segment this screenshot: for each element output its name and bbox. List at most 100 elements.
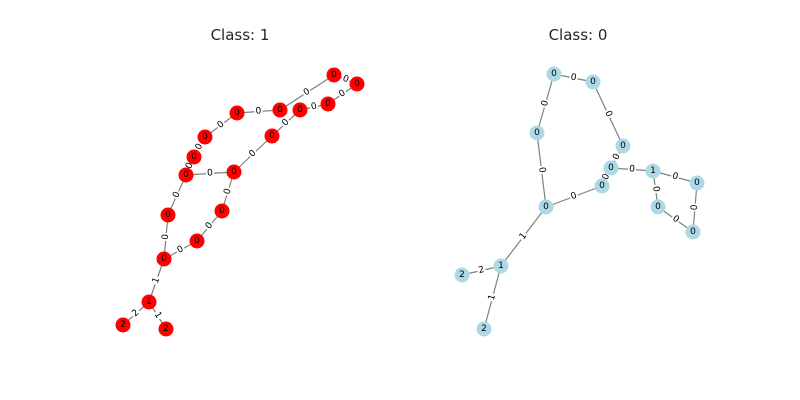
- graph-node: 0: [529, 125, 545, 141]
- edge-label: 0: [205, 167, 215, 180]
- edge-label-background: [170, 189, 184, 201]
- edge-label: 0: [568, 71, 579, 85]
- edge-label-text: 0: [670, 214, 681, 226]
- edge-label-background: [221, 186, 235, 197]
- node-circle: [160, 207, 176, 223]
- node-circle: [186, 149, 202, 165]
- edge-label-background: [192, 140, 207, 154]
- graph-node: 0: [186, 149, 202, 165]
- panel-title: Class: 1: [211, 26, 270, 44]
- node-circle: [529, 125, 545, 141]
- edge-label-text: 0: [629, 164, 636, 174]
- edge-label-text: 0: [602, 109, 614, 119]
- graph-node: 1: [141, 294, 157, 310]
- edge-label: 0: [279, 116, 293, 130]
- edge-label-text: 0: [601, 172, 613, 182]
- edge-label: 0: [160, 232, 172, 242]
- panel-title: Class: 0: [549, 26, 608, 44]
- node-circle: [189, 233, 205, 249]
- node-circle: [264, 128, 280, 144]
- node-label: 0: [599, 181, 605, 191]
- edge-label: 0: [599, 170, 614, 184]
- graph-node: 0: [585, 74, 601, 90]
- edge-label-background: [669, 170, 681, 184]
- edge-label: 0: [669, 212, 682, 227]
- graph-node: 0: [615, 138, 631, 154]
- edge-label-background: [300, 85, 314, 100]
- node-circle: [214, 203, 230, 219]
- node-circle: [115, 317, 131, 333]
- edge-label: 0: [689, 203, 701, 212]
- node-label: 1: [498, 261, 504, 271]
- graph-node: 2: [115, 317, 131, 333]
- node-label: 0: [183, 170, 189, 180]
- edge-label: 0: [300, 85, 314, 100]
- edge-label-background: [183, 160, 197, 172]
- graph-node: 0: [272, 102, 288, 118]
- edge-label: 0: [254, 105, 263, 118]
- graph-node: 0: [178, 167, 194, 183]
- node-circle: [603, 160, 619, 176]
- edge-label-text: 0: [650, 185, 661, 192]
- node-circle: [272, 102, 288, 118]
- graph-node: 1: [493, 258, 509, 274]
- edge-label: 0: [339, 72, 352, 87]
- edge-label-text: 0: [280, 117, 291, 128]
- edge-label: 0: [669, 170, 681, 184]
- node-label: 0: [690, 227, 696, 237]
- node-label: 0: [191, 152, 197, 162]
- edge-label-text: 0: [216, 119, 227, 131]
- node-circle: [156, 251, 172, 267]
- edge-label-text: 2: [478, 265, 486, 276]
- edge-label-text: 1: [487, 293, 498, 301]
- node-circle: [454, 267, 470, 283]
- edge-label-background: [539, 98, 552, 109]
- node-label: 2: [120, 320, 126, 330]
- edge-label-text: 0: [255, 106, 262, 116]
- node-circle: [689, 175, 705, 191]
- graph-node: 0: [689, 175, 705, 191]
- edge-label-text: 0: [536, 167, 547, 174]
- edge-label-text: 0: [194, 142, 206, 152]
- edge-label: 0: [192, 140, 207, 154]
- node-circle: [585, 74, 601, 90]
- graph-node: 0: [160, 207, 176, 223]
- node-circle: [197, 129, 213, 145]
- graph-node: 0: [156, 251, 172, 267]
- graph-node: 0: [189, 233, 205, 249]
- node-circle: [594, 178, 610, 194]
- edge-label: 0: [568, 189, 580, 204]
- edge-label-background: [336, 87, 349, 101]
- node-label: 0: [269, 131, 275, 141]
- graph-node: 0: [292, 102, 308, 118]
- edge-label-text: 0: [570, 73, 578, 84]
- edge-label-background: [205, 167, 215, 180]
- node-circle: [685, 224, 701, 240]
- edge-label: 0: [174, 243, 187, 257]
- edge-label-background: [214, 118, 228, 132]
- edge-label-text: 0: [690, 204, 700, 211]
- edge-label-background: [568, 71, 579, 85]
- node-circle: [493, 258, 509, 274]
- node-label: 0: [297, 105, 303, 115]
- graph-node: 0: [229, 105, 245, 121]
- edge-label-background: [568, 189, 580, 204]
- edge-label: 1: [516, 229, 531, 244]
- edge-label-text: 1: [151, 276, 162, 285]
- graph-node: 0: [685, 224, 701, 240]
- edge-label-text: 1: [152, 310, 164, 320]
- node-circle: [538, 199, 554, 215]
- edge-label-text: 0: [611, 152, 623, 162]
- edge-label-text: 0: [570, 191, 579, 202]
- edge-label: 0: [336, 87, 349, 101]
- edge-label: 2: [129, 306, 143, 321]
- node-circle: [326, 67, 342, 83]
- node-circle: [645, 163, 661, 179]
- edge-label-background: [129, 306, 143, 321]
- edge-label-background: [599, 170, 614, 184]
- node-circle: [320, 96, 336, 112]
- edge-label-background: [160, 232, 172, 242]
